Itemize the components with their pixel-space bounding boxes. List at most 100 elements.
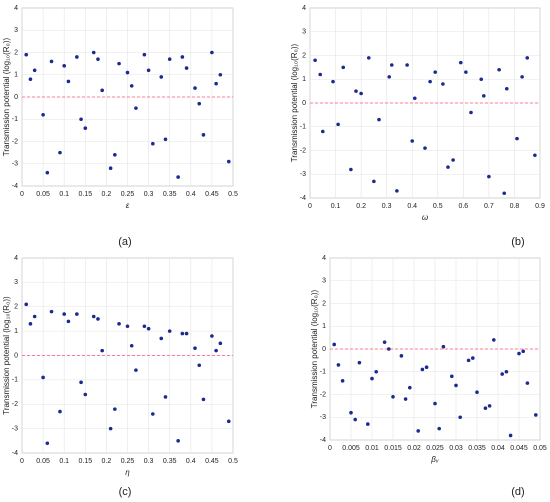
data-point: [454, 383, 458, 388]
y-tick-label: -4: [300, 195, 306, 202]
x-tick-label: 0.05: [36, 458, 50, 465]
y-tick-label: 3: [322, 278, 326, 285]
data-point: [366, 422, 370, 426]
data-point: [176, 439, 180, 443]
data-point: [184, 331, 189, 336]
data-point: [75, 55, 79, 59]
data-point: [83, 392, 88, 397]
y-tick-label: -4: [320, 437, 326, 444]
x-tick-label: 0.5: [433, 203, 443, 210]
data-point: [79, 117, 83, 122]
data-point: [520, 75, 524, 79]
x-tick-label: 0.35: [163, 191, 177, 198]
data-point: [125, 70, 130, 75]
x-tick-label: 0.3: [382, 203, 392, 210]
data-point: [62, 64, 66, 68]
data-point: [508, 433, 513, 438]
data-point: [318, 72, 323, 77]
data-point: [58, 409, 62, 414]
data-point: [313, 58, 317, 63]
data-point: [424, 365, 429, 370]
data-point: [464, 70, 468, 74]
y-tick-label: -1: [12, 116, 18, 123]
data-point: [151, 412, 155, 416]
data-point: [481, 94, 486, 98]
data-point: [408, 385, 412, 390]
y-axis-label: Transmission potential (log₁₀(R₀)): [310, 289, 319, 408]
x-tick-label: 0.25: [121, 191, 135, 198]
data-point: [450, 374, 454, 379]
x-tick-label: 0.02: [407, 445, 421, 452]
data-point: [49, 309, 54, 314]
data-point: [100, 348, 104, 353]
data-point: [441, 344, 446, 349]
x-tick-label: 0.35: [163, 458, 177, 465]
data-point: [446, 165, 450, 169]
x-tick-label: 0.2: [102, 458, 112, 465]
y-tick-label: 1: [302, 76, 306, 83]
data-point: [180, 55, 185, 59]
data-point: [487, 404, 492, 408]
data-point: [370, 376, 374, 381]
data-point: [159, 336, 164, 341]
data-point: [416, 429, 421, 433]
x-tick-label: 0.3: [144, 191, 154, 198]
y-tick-label: -3: [12, 425, 18, 432]
data-point: [210, 334, 214, 338]
data-point: [32, 314, 37, 319]
y-tick-label: -4: [12, 183, 18, 190]
x-tick-label: 0.5: [228, 458, 238, 465]
panel-label: (a): [118, 236, 131, 248]
data-point: [471, 356, 475, 360]
data-point: [340, 379, 345, 383]
y-tick-label: -3: [320, 414, 326, 421]
data-point: [353, 417, 358, 422]
data-point: [521, 349, 525, 354]
x-tick-label: 0.4: [186, 191, 196, 198]
data-point: [354, 89, 358, 93]
data-point: [66, 319, 71, 324]
y-tick-label: 4: [322, 255, 326, 262]
data-point: [184, 66, 189, 70]
data-point: [28, 77, 33, 81]
y-axis-label: Transmission potential (log₁₀(R₀)): [290, 43, 299, 162]
data-point: [399, 354, 404, 358]
data-point: [389, 63, 394, 67]
data-point: [403, 397, 408, 401]
data-point: [180, 331, 185, 336]
data-point: [214, 348, 218, 353]
data-point: [483, 406, 488, 410]
data-point: [193, 86, 197, 90]
data-point: [24, 52, 29, 57]
x-tick-label: 0.7: [484, 203, 494, 210]
x-tick-label: 0.15: [78, 458, 92, 465]
data-point: [336, 122, 340, 127]
data-point: [96, 57, 100, 61]
data-point: [129, 84, 134, 88]
data-point: [159, 75, 164, 79]
data-point: [100, 88, 104, 93]
data-point: [197, 101, 202, 106]
data-point: [129, 343, 134, 348]
data-point: [515, 136, 519, 141]
y-tick-label: -3: [12, 161, 18, 168]
y-tick-label: 4: [14, 5, 18, 12]
y-tick-label: -3: [300, 171, 306, 178]
y-tick-label: 0: [14, 352, 18, 359]
y-tick-label: -2: [320, 391, 326, 398]
x-tick-label: 0.15: [78, 191, 92, 198]
data-point: [387, 75, 392, 79]
data-point: [146, 326, 151, 331]
data-point: [377, 117, 381, 122]
data-point: [387, 347, 391, 351]
data-point: [349, 167, 353, 172]
x-tick-label: 0: [20, 191, 24, 198]
data-point: [517, 351, 521, 356]
data-point: [117, 61, 121, 66]
data-point: [410, 139, 415, 143]
y-tick-label: 0: [14, 94, 18, 101]
data-point: [423, 146, 427, 150]
data-point: [466, 358, 471, 363]
x-axis-label: η: [125, 468, 130, 477]
y-axis-label: Transmission potential (log₁₀(R₀)): [2, 296, 11, 415]
